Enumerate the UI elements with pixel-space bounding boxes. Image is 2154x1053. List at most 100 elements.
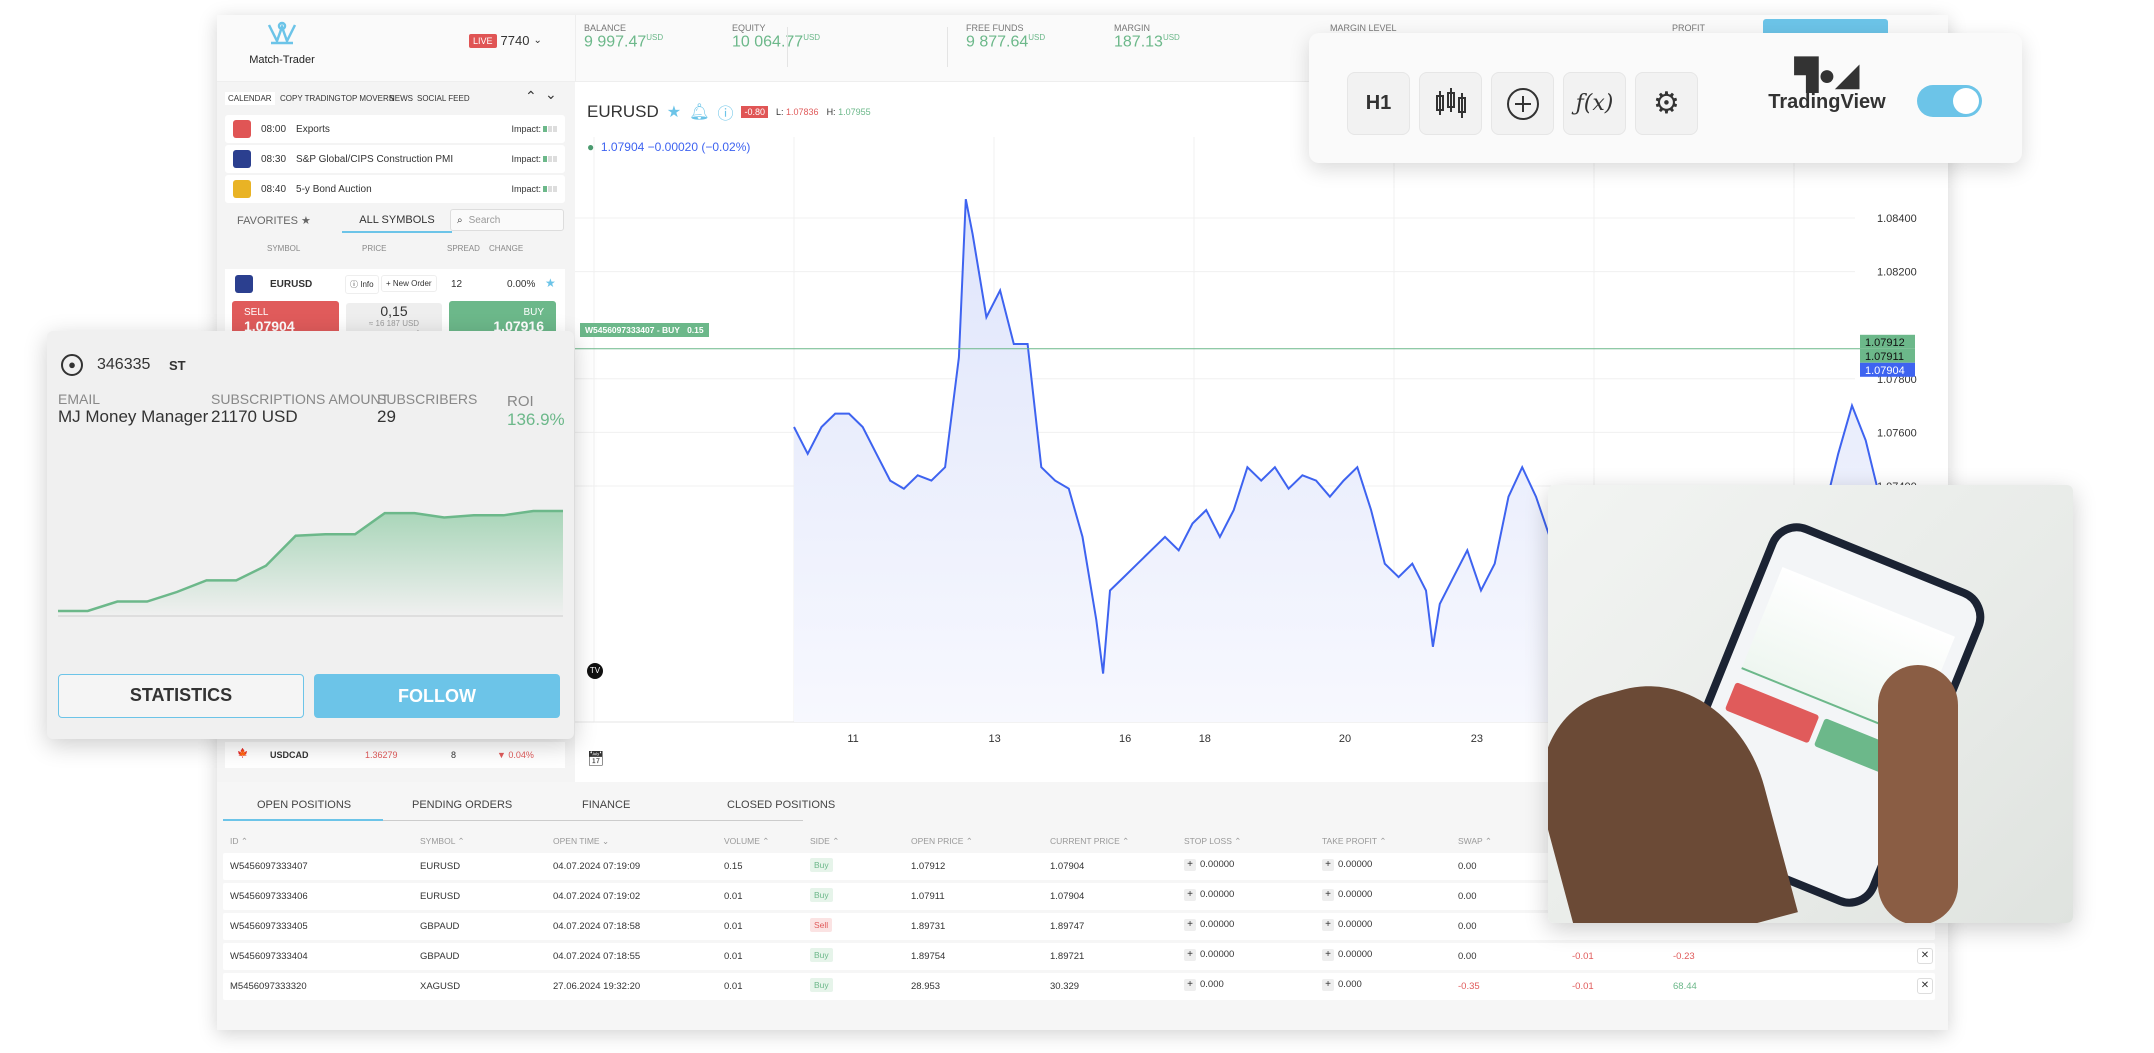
close-position-button[interactable]: ✕ (1917, 978, 1933, 994)
price-tag-label: 1.07912 (1865, 337, 1905, 349)
column-header[interactable]: STOP LOSS ⌃ (1184, 836, 1242, 846)
column-header[interactable]: CURRENT PRICE ⌃ (1050, 836, 1130, 846)
price-area-fill (794, 199, 1948, 722)
timeframe-button[interactable]: H1 (1347, 72, 1410, 135)
follow-button[interactable]: FOLLOW (314, 674, 560, 718)
tradingview-logo: ▜●◢ TradingView (1768, 59, 1886, 114)
roi-value: 136.9% (507, 410, 565, 429)
statistics-button[interactable]: STATISTICS (58, 674, 304, 718)
tab-top-movers[interactable]: TOP MOVERS (341, 94, 395, 103)
chart-legend: ● 1.07904 −0.00020 (−0.02%) (587, 140, 751, 154)
info-icon[interactable]: ⓘ (717, 106, 734, 123)
change-badge: -0.80 (741, 106, 768, 118)
side-badge: Buy (810, 978, 833, 992)
column-header[interactable]: TAKE PROFIT ⌃ (1322, 836, 1387, 846)
roi-chart (58, 509, 563, 617)
calendar-event[interactable]: 08:40 5-y Bond Auction Impact: (225, 175, 565, 203)
brand-name: Match-Trader (249, 54, 315, 66)
tab-calendar[interactable]: CALENDAR (225, 92, 275, 105)
column-header[interactable]: SWAP ⌃ (1458, 836, 1493, 846)
side-badge: Sell (810, 918, 833, 932)
y-tick-label: 1.07600 (1877, 427, 1917, 439)
email-value: MJ Money Manager (58, 407, 209, 426)
tab-favorites[interactable]: FAVORITES ★ (237, 215, 311, 227)
chevron-down-icon[interactable]: ⌄ (545, 86, 557, 102)
tab-news[interactable]: NEWS (389, 94, 413, 103)
candlestick-icon (1435, 87, 1466, 118)
position-line-label[interactable]: W5456097333407 - BUY 0.15 (580, 323, 709, 337)
calendar-event[interactable]: 08:00 Exports Impact: (225, 115, 565, 143)
x-tick-label: 23 (1471, 733, 1483, 745)
price-tag (1860, 334, 1915, 349)
favorite-star-icon[interactable]: ★ (545, 276, 556, 290)
x-tick-label: 20 (1339, 733, 1351, 745)
live-badge: LIVE (469, 33, 497, 48)
table-row[interactable]: M5456097333320 XAGUSD 27.06.2024 19:32:20… (223, 973, 1935, 1000)
function-icon[interactable]: ƒ(x) (1563, 72, 1626, 135)
subscribers-count: 29 (377, 407, 396, 426)
x-tick-label: 11 (847, 733, 858, 745)
tab-all-symbols[interactable]: ALL SYMBOLS (342, 214, 452, 233)
column-header[interactable]: SIDE ⌃ (810, 836, 840, 846)
account-id: 7740 (500, 33, 530, 48)
summary-balance: BALANCE 9 997.47USD (584, 23, 664, 51)
subscriptions-amount: 21170 USD (211, 407, 298, 426)
price-line (793, 199, 1948, 674)
price-chart-panel[interactable]: EURUSD ★ 🔔︎ ⓘ -0.80 L: 1.07836 H: 1.0795… (575, 82, 1948, 782)
add-indicator-button[interactable] (1491, 72, 1554, 135)
summary-margin-level: MARGIN LEVEL (1330, 23, 1397, 33)
summary-free-funds: FREE FUNDS 9 877.64USD (966, 23, 1046, 51)
new-order-button[interactable]: + New Order (381, 275, 437, 292)
add-stop-loss-button[interactable]: + (1184, 859, 1196, 871)
column-header[interactable]: SYMBOL ⌃ (420, 836, 465, 846)
add-take-profit-button[interactable]: + (1322, 859, 1334, 871)
column-header[interactable]: ID ⌃ (230, 836, 248, 846)
symbol-search-input[interactable]: ⌕ Search (450, 209, 564, 231)
gear-icon[interactable]: ⚙ (1635, 72, 1698, 135)
price-tag (1860, 348, 1915, 363)
price-tag-label: 1.07911 (1865, 351, 1904, 363)
tab-social-feed[interactable]: SOCIAL FEED (417, 94, 470, 103)
add-take-profit-button[interactable]: + (1322, 979, 1334, 991)
add-take-profit-button[interactable]: + (1322, 919, 1334, 931)
country-flag-icon (233, 120, 251, 138)
add-stop-loss-button[interactable]: + (1184, 979, 1196, 991)
x-tick-label: 13 (988, 733, 1000, 745)
change: 0.00% (507, 279, 536, 290)
account-selector[interactable]: LIVE 7740 ⌄ (469, 33, 542, 48)
star-icon[interactable]: ★ (666, 104, 682, 121)
chart-type-button[interactable] (1419, 72, 1482, 135)
price-chart[interactable]: 1.084001.082001.078001.076001.0740011131… (575, 82, 1948, 782)
add-stop-loss-button[interactable]: + (1184, 919, 1196, 931)
tab-closed-positions[interactable]: CLOSED POSITIONS (727, 799, 836, 811)
tab-pending-orders[interactable]: PENDING ORDERS (412, 799, 513, 811)
chevron-up-icon[interactable]: ⌃ (525, 88, 537, 104)
column-header[interactable]: OPEN PRICE ⌃ (911, 836, 973, 846)
column-header[interactable]: OPEN TIME ⌄ (553, 836, 610, 846)
info-button[interactable]: ⓘ Info (345, 275, 379, 294)
chart-header: EURUSD ★ 🔔︎ ⓘ -0.80 L: 1.07836 H: 1.0795… (587, 102, 871, 123)
summary-profit: PROFIT (1672, 23, 1705, 33)
add-take-profit-button[interactable]: + (1322, 889, 1334, 901)
side-badge: Buy (810, 888, 833, 902)
column-header[interactable]: VOLUME ⌃ (724, 836, 770, 846)
symbol-row-usdcad[interactable]: 🍁 USDCAD 1.36279 8 ▼ 0.04% (225, 742, 565, 768)
add-take-profit-button[interactable]: + (1322, 949, 1334, 961)
close-position-button[interactable]: ✕ (1917, 948, 1933, 964)
side-badge: Buy (810, 858, 833, 872)
x-tick-label: 16 (1119, 733, 1131, 745)
tradingview-toggle[interactable] (1917, 85, 1982, 117)
bell-icon[interactable]: 🔔︎ (689, 104, 710, 121)
tab-copy-trading[interactable]: COPY TRADING (280, 94, 341, 103)
calendar-event[interactable]: 08:30 S&P Global/CIPS Construction PMI Imp… (225, 145, 565, 173)
add-stop-loss-button[interactable]: + (1184, 889, 1196, 901)
strategy-tag: ST (169, 358, 186, 373)
tab-open-positions[interactable]: OPEN POSITIONS (257, 799, 352, 811)
logo-icon (267, 21, 297, 45)
table-row[interactable]: W5456097333404 GBPAUD 04.07.2024 07:18:55… (223, 943, 1935, 970)
chart-symbol: EURUSD (587, 102, 659, 121)
calendar-goto-icon[interactable]: 📅︎ (587, 750, 605, 766)
add-stop-loss-button[interactable]: + (1184, 949, 1196, 961)
tab-finance[interactable]: FINANCE (582, 799, 631, 811)
column-header: SPREAD (447, 244, 480, 253)
